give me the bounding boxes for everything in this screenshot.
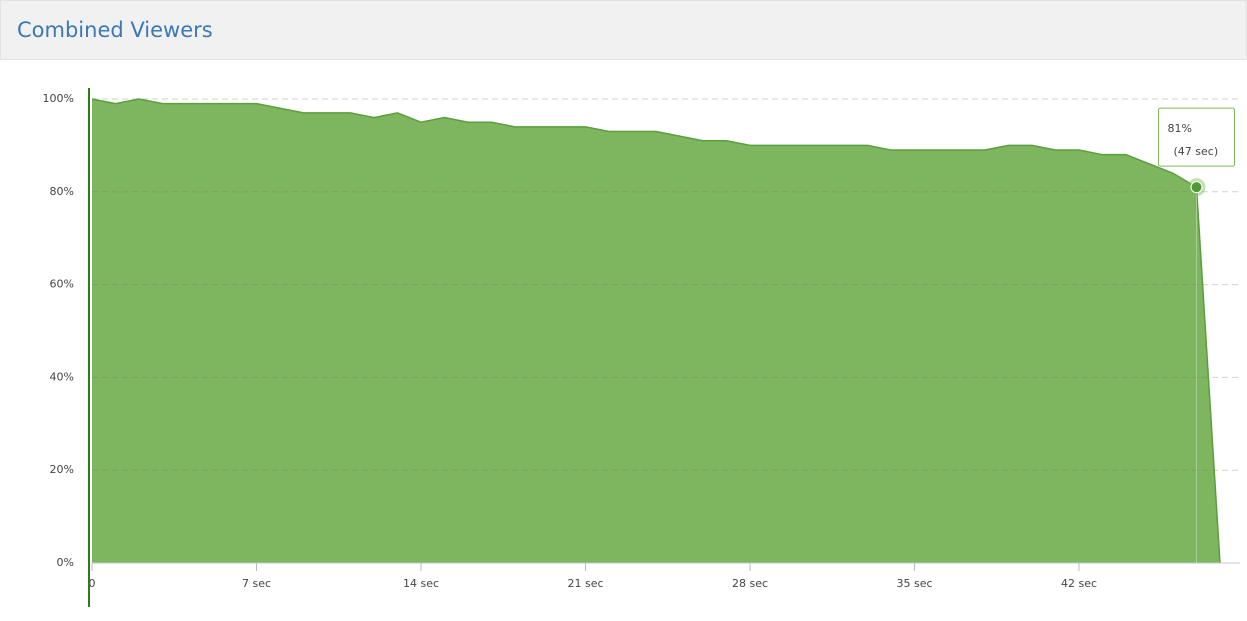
y-tick-label: 0%: [57, 556, 74, 569]
y-tick-label: 100%: [43, 92, 74, 105]
y-tick-label: 20%: [50, 463, 74, 476]
area-fill: [92, 99, 1220, 563]
tooltip-text: 81%: [1168, 122, 1192, 135]
y-tick-label: 40%: [50, 370, 74, 383]
y-tick-label: 60%: [50, 278, 74, 291]
x-tick-label: 14 sec: [403, 577, 439, 590]
panel-header: Combined Viewers: [0, 0, 1247, 60]
tooltip-text: (47 sec): [1174, 145, 1219, 158]
area-line: [91, 98, 1221, 564]
panel-title: Combined Viewers: [17, 18, 213, 42]
x-tick-label: 28 sec: [732, 577, 768, 590]
y-tick-label: 80%: [50, 185, 74, 198]
x-tick-label: 21 sec: [567, 577, 603, 590]
x-tick-label: 35 sec: [896, 577, 932, 590]
hover-point: [1190, 181, 1203, 194]
tooltip-box: [1158, 107, 1235, 167]
x-tick-label: 0: [89, 577, 96, 590]
x-tick-label: 7 sec: [242, 577, 271, 590]
x-tick-label: 42 sec: [1061, 577, 1097, 590]
